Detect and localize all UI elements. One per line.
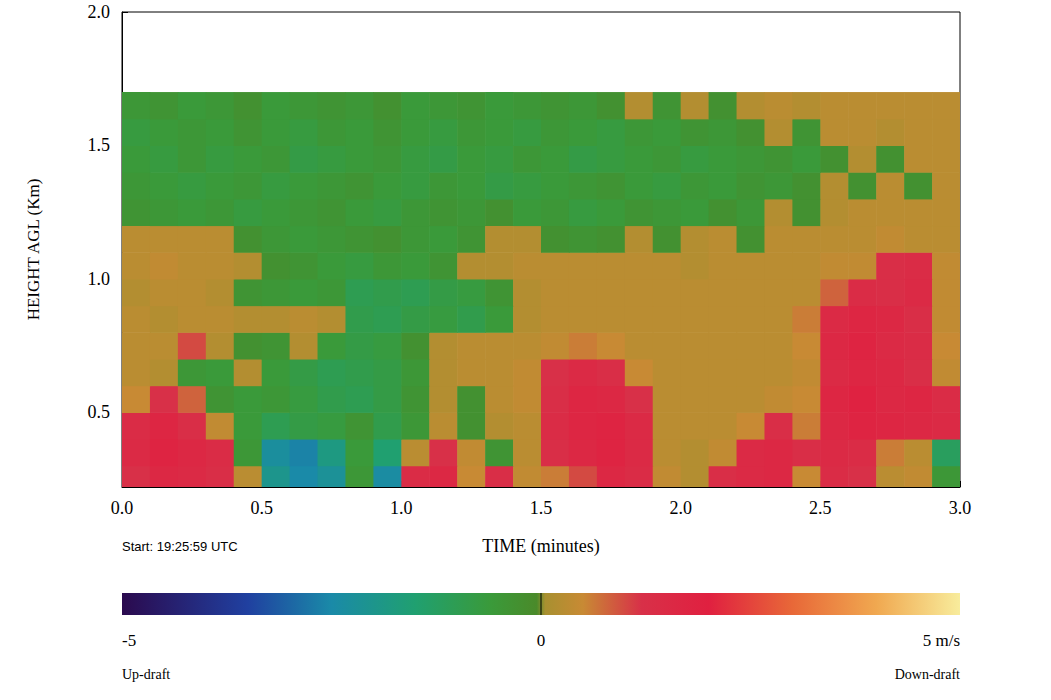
svg-text:0.5: 0.5 bbox=[88, 402, 111, 422]
svg-text:0.5: 0.5 bbox=[250, 498, 273, 518]
svg-text:Down-draft: Down-draft bbox=[895, 667, 960, 682]
svg-text:2.5: 2.5 bbox=[809, 498, 832, 518]
svg-text:Up-draft: Up-draft bbox=[122, 667, 170, 682]
svg-text:2.0: 2.0 bbox=[88, 2, 111, 22]
svg-text:TIME (minutes): TIME (minutes) bbox=[482, 536, 599, 557]
svg-text:1.5: 1.5 bbox=[88, 135, 111, 155]
svg-text:0: 0 bbox=[537, 631, 546, 650]
svg-text:HEIGHT AGL (Km): HEIGHT AGL (Km) bbox=[24, 179, 43, 321]
svg-text:Start: 19:25:59 UTC: Start: 19:25:59 UTC bbox=[122, 539, 238, 554]
svg-text:1.0: 1.0 bbox=[88, 269, 111, 289]
svg-text:1.0: 1.0 bbox=[390, 498, 413, 518]
svg-text:-5: -5 bbox=[122, 631, 136, 650]
svg-text:5 m/s: 5 m/s bbox=[923, 631, 960, 650]
svg-text:1.5: 1.5 bbox=[530, 498, 553, 518]
svg-text:3.0: 3.0 bbox=[949, 498, 972, 518]
svg-text:0.0: 0.0 bbox=[111, 498, 134, 518]
svg-text:2.0: 2.0 bbox=[669, 498, 692, 518]
